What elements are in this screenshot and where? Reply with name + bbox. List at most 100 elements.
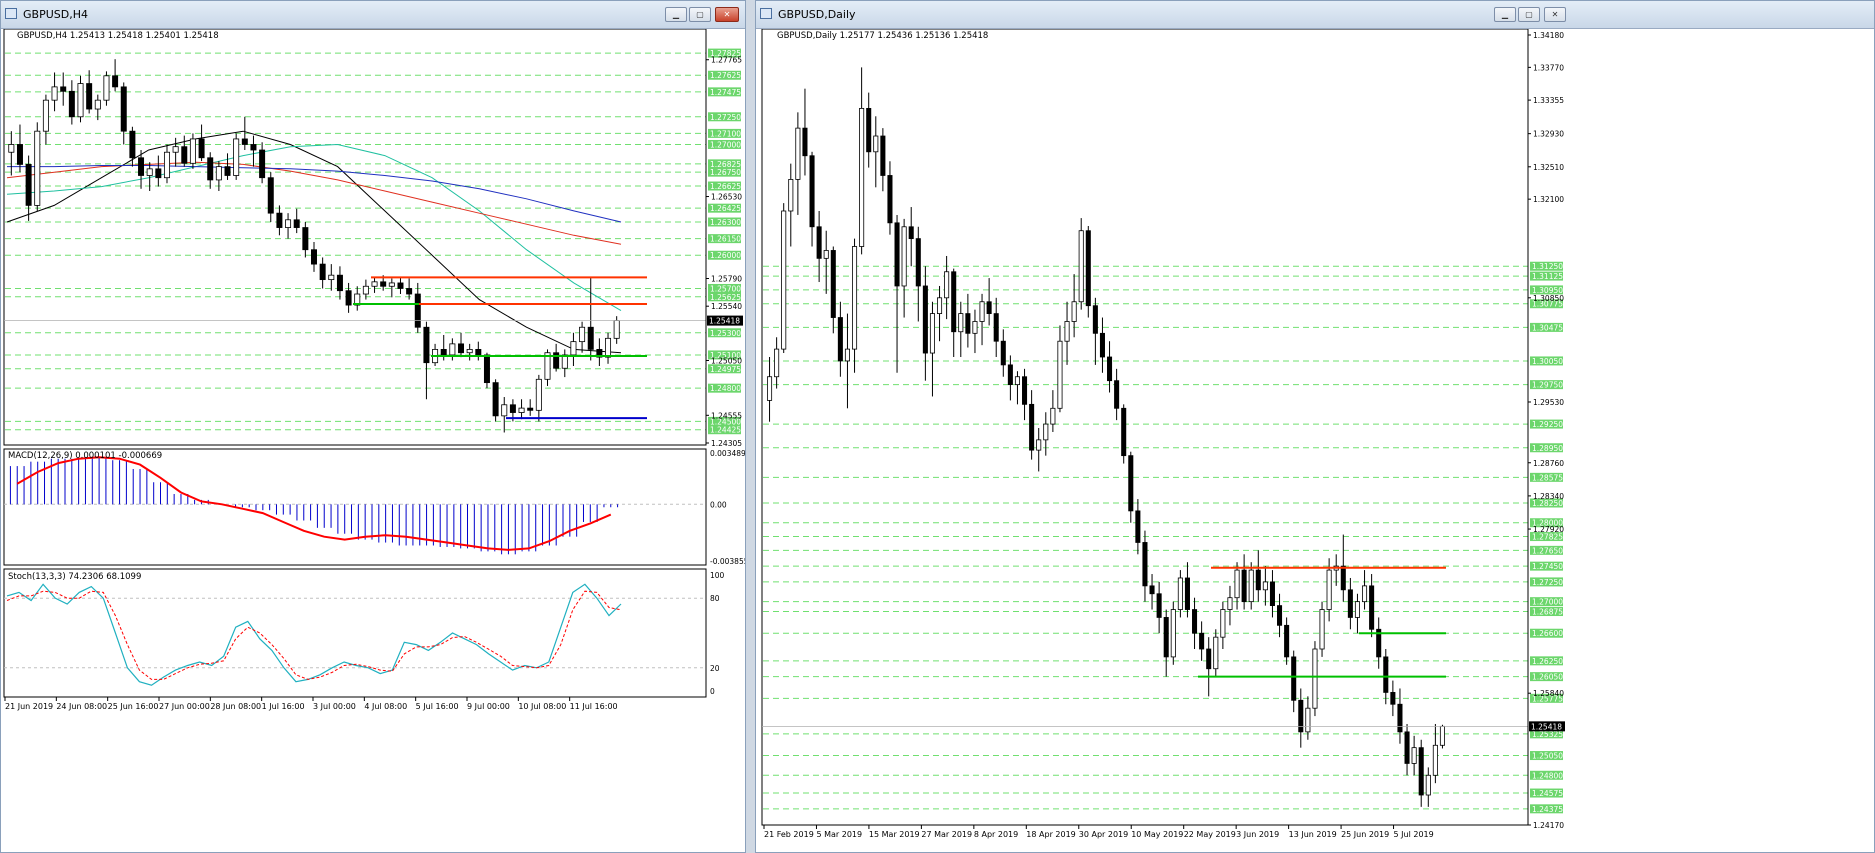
level-badge-label: 1.24500	[710, 417, 741, 426]
current-price-label: 1.25418	[1531, 722, 1562, 731]
level-badge	[708, 416, 741, 426]
bull-candle	[1014, 376, 1020, 386]
bull-candle	[362, 285, 369, 295]
bull-candle	[795, 127, 801, 180]
macd-signal-line	[16, 456, 612, 551]
window-titlebar[interactable]: GBPUSD,Daily ▁ ▢ ✕	[756, 1, 1874, 29]
bear-candle	[293, 219, 300, 228]
bear-candle	[1099, 332, 1105, 358]
level-badge-label: 1.27000	[1532, 598, 1563, 607]
bear-candle	[1291, 656, 1297, 701]
bull-candle	[561, 354, 568, 369]
bear-candle	[922, 285, 928, 354]
bear-candle	[1128, 455, 1134, 512]
level-badge-label: 1.24375	[1532, 805, 1563, 814]
bear-candle	[68, 90, 75, 118]
bear-candle	[965, 313, 971, 334]
bull-candle	[535, 378, 542, 411]
bull-candle	[1213, 636, 1219, 670]
date-label: 5 Jul 16:00	[416, 702, 459, 711]
bull-candle	[788, 179, 794, 212]
chart-window-daily[interactable]: GBPUSD,Daily ▁ ▢ ✕ 1.31250 1.31125 1.30950…	[755, 0, 1875, 853]
bear-candle	[475, 348, 482, 356]
chart-window-h4[interactable]: GBPUSD,H4 ▁ ▢ ✕ 1.27825 1.27625 1.27475 1.2…	[0, 0, 746, 853]
price-tick-label: 1.28340	[1533, 492, 1564, 501]
minimize-button[interactable]: ▁	[1494, 7, 1516, 22]
bull-candle	[1220, 609, 1226, 638]
bear-candle	[406, 288, 413, 295]
chart-header-info: GBPUSD,Daily 1.25177 1.25436 1.25136 1.2…	[777, 31, 988, 41]
level-badge-label: 1.24575	[1532, 789, 1563, 798]
date-label: 30 Apr 2019	[1079, 830, 1128, 839]
level-badge-label: 1.28250	[1532, 499, 1563, 508]
moving-average-line-1	[6, 130, 622, 354]
date-label: 22 May 2019	[1184, 830, 1236, 839]
bull-candle	[1057, 340, 1063, 409]
bull-candle	[501, 404, 508, 417]
maximize-button[interactable]: ▢	[1518, 7, 1540, 22]
close-button[interactable]: ✕	[715, 7, 739, 22]
bull-candle	[579, 326, 586, 343]
bull-candle	[1305, 707, 1311, 733]
bear-candle	[483, 354, 490, 384]
price-tick-label: 1.28760	[1533, 459, 1564, 468]
h4-chart-canvas[interactable]: 1.27825 1.27625 1.27475 1.27250 1.27100 1.270…	[1, 29, 745, 853]
price-tick-label: 1.24170	[1533, 821, 1564, 830]
close-button[interactable]: ✕	[1544, 7, 1566, 22]
level-badge-label: 1.29750	[1532, 381, 1563, 390]
date-label: 10 Jul 08:00	[518, 702, 566, 711]
level-badge-label: 1.30050	[1532, 357, 1563, 366]
date-label: 3 Jul 00:00	[313, 702, 356, 711]
level-badge-label: 1.25325	[1532, 730, 1563, 739]
bear-candle	[267, 177, 274, 214]
level-badge-label: 1.28000	[1532, 519, 1563, 528]
bull-candle	[51, 86, 58, 101]
price-tick-label: 1.24555	[711, 411, 742, 420]
bull-candle	[1319, 609, 1325, 650]
level-badge-label: 1.25050	[1532, 752, 1563, 761]
bear-candle	[440, 348, 447, 356]
bear-candle	[908, 226, 914, 240]
level-badge	[708, 234, 741, 244]
bear-candle	[302, 227, 309, 251]
bull-candle	[518, 407, 525, 413]
bear-candle	[129, 130, 136, 159]
bull-candle	[1036, 439, 1042, 451]
date-label: 3 Jun 2019	[1236, 830, 1279, 839]
level-badge	[708, 70, 741, 80]
current-price-badge	[1529, 721, 1565, 732]
bear-candle	[112, 75, 119, 88]
bear-candle	[1000, 340, 1006, 366]
price-tick-label: 1.25540	[711, 302, 742, 311]
bull-candle	[1248, 569, 1254, 603]
bull-candle	[371, 281, 378, 287]
level-badge	[1530, 672, 1563, 682]
bull-candle	[354, 293, 361, 306]
level-badge	[1530, 577, 1563, 587]
stoch-axis-label: 80	[710, 594, 720, 603]
macd-label: MACD(12,26,9) 0.000101 -0.000669	[8, 451, 162, 461]
level-badge	[1530, 285, 1563, 295]
date-label: 27 Jun 00:00	[159, 702, 210, 711]
bull-candle	[1170, 609, 1176, 658]
bear-candle	[986, 301, 992, 314]
bull-candle	[1432, 744, 1438, 776]
level-badge	[1530, 804, 1563, 814]
bear-candle	[250, 144, 257, 151]
minimize-button[interactable]: ▁	[665, 7, 687, 22]
maximize-button[interactable]: ▢	[689, 7, 711, 22]
bear-candle	[1298, 699, 1304, 733]
price-tick-label: 1.25050	[711, 356, 742, 365]
bull-candle	[774, 348, 780, 378]
bull-candle	[103, 75, 110, 101]
price-tick-label: 1.34180	[1533, 31, 1564, 40]
bull-candle	[42, 99, 49, 132]
bear-candle	[1029, 403, 1035, 451]
window-title: GBPUSD,Daily	[778, 8, 856, 21]
bull-candle	[1411, 747, 1417, 764]
window-titlebar[interactable]: GBPUSD,H4 ▁ ▢ ✕	[1, 1, 745, 29]
price-tick-label: 1.25840	[1533, 689, 1564, 698]
level-badge	[1530, 561, 1563, 571]
level-badge	[708, 159, 741, 169]
